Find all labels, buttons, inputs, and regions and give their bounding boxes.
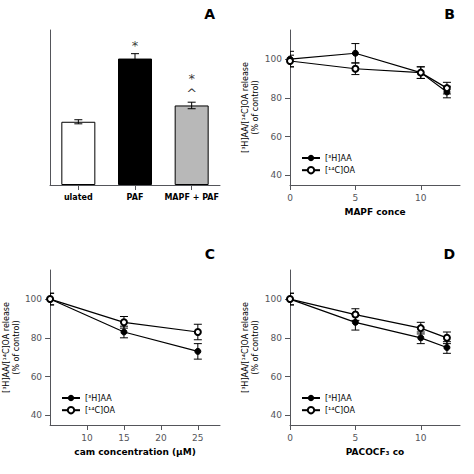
svg-text:D: D xyxy=(443,246,455,262)
svg-text:(% of control): (% of control) xyxy=(251,80,260,134)
svg-text:[¹⁴C]OA: [¹⁴C]OA xyxy=(325,406,355,415)
svg-text:B: B xyxy=(444,6,455,22)
svg-text:60: 60 xyxy=(271,132,283,142)
svg-text:C: C xyxy=(205,246,215,262)
svg-text:60: 60 xyxy=(271,372,283,382)
svg-text:A: A xyxy=(204,6,215,22)
svg-text:40: 40 xyxy=(31,410,43,420)
svg-text:60: 60 xyxy=(31,372,43,382)
svg-text:[³H]AA: [³H]AA xyxy=(85,394,112,403)
svg-text:(% of control): (% of control) xyxy=(12,320,21,374)
svg-text:0: 0 xyxy=(287,433,293,443)
svg-text:10: 10 xyxy=(81,433,93,443)
svg-text:15: 15 xyxy=(118,433,129,443)
svg-text:PACOCF₃ co: PACOCF₃ co xyxy=(346,447,404,457)
svg-text:cam concentration (µM): cam concentration (µM) xyxy=(74,447,195,457)
svg-text:0: 0 xyxy=(287,193,293,203)
svg-text:[³H]AA/[¹⁴C]OA release: [³H]AA/[¹⁴C]OA release xyxy=(241,62,250,153)
svg-text:(% of control): (% of control) xyxy=(251,320,260,374)
svg-text:5: 5 xyxy=(353,193,359,203)
svg-text:PAF: PAF xyxy=(127,193,144,202)
svg-text:40: 40 xyxy=(271,410,283,420)
svg-text:[¹⁴C]OA: [¹⁴C]OA xyxy=(85,406,115,415)
svg-text:MAPF conce: MAPF conce xyxy=(344,207,405,217)
svg-text:20: 20 xyxy=(155,433,167,443)
svg-text:100: 100 xyxy=(25,294,42,304)
svg-text:MAPF + PAF: MAPF + PAF xyxy=(164,193,219,202)
svg-text:^: ^ xyxy=(186,86,197,101)
svg-text:*: * xyxy=(188,71,195,86)
svg-text:10: 10 xyxy=(415,193,427,203)
svg-text:10: 10 xyxy=(415,433,427,443)
svg-text:40: 40 xyxy=(271,170,283,180)
svg-text:80: 80 xyxy=(271,333,283,343)
svg-text:5: 5 xyxy=(353,433,359,443)
svg-text:[³H]AA: [³H]AA xyxy=(325,394,352,403)
svg-text:100: 100 xyxy=(265,294,282,304)
svg-text:[³H]AA/[¹⁴C]OA release: [³H]AA/[¹⁴C]OA release xyxy=(2,302,11,393)
svg-text:ulated: ulated xyxy=(64,193,93,202)
svg-text:25: 25 xyxy=(192,433,203,443)
svg-text:100: 100 xyxy=(265,54,282,64)
svg-text:*: * xyxy=(132,38,139,53)
svg-text:[³H]AA/[¹⁴C]OA release: [³H]AA/[¹⁴C]OA release xyxy=(241,302,250,393)
svg-text:[¹⁴C]OA: [¹⁴C]OA xyxy=(325,166,355,175)
svg-text:[³H]AA: [³H]AA xyxy=(325,154,352,163)
svg-text:80: 80 xyxy=(271,93,283,103)
svg-text:80: 80 xyxy=(31,333,43,343)
